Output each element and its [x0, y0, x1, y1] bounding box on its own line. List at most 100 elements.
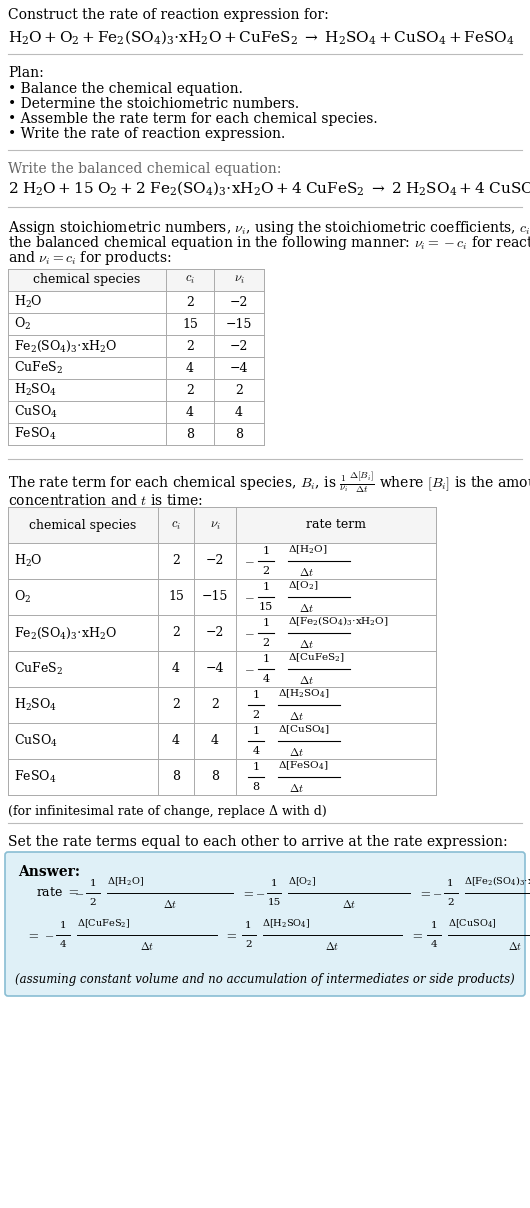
- Text: 2: 2: [172, 698, 180, 712]
- Text: Write the balanced chemical equation:: Write the balanced chemical equation:: [8, 162, 281, 176]
- FancyBboxPatch shape: [5, 852, 525, 997]
- Text: $\mathregular{H_2SO_4}$: $\mathregular{H_2SO_4}$: [14, 697, 57, 713]
- Text: $c_i$: $c_i$: [171, 518, 181, 532]
- Text: $\mathregular{\Delta[O_2]}$: $\mathregular{\Delta[O_2]}$: [288, 580, 318, 592]
- Text: 1: 1: [245, 920, 252, 930]
- Text: $\mathregular{\Delta[CuFeS_2]}$: $\mathregular{\Delta[CuFeS_2]}$: [77, 918, 130, 930]
- Text: Answer:: Answer:: [18, 865, 80, 879]
- Text: $=$: $=$: [241, 887, 254, 900]
- Text: $=$: $=$: [225, 929, 238, 941]
- Text: $\mathregular{\Delta[CuSO_4]}$: $\mathregular{\Delta[CuSO_4]}$: [278, 724, 330, 736]
- Text: 4: 4: [431, 940, 437, 949]
- Text: 4: 4: [186, 406, 194, 418]
- Text: 4: 4: [172, 662, 180, 675]
- Text: −4: −4: [229, 361, 248, 374]
- Text: 2: 2: [186, 339, 194, 353]
- Text: 2: 2: [172, 554, 180, 568]
- Text: $\mathregular{\Delta[H_2SO_4]}$: $\mathregular{\Delta[H_2SO_4]}$: [278, 687, 329, 699]
- Text: $\mathregular{\Delta[O_2]}$: $\mathregular{\Delta[O_2]}$: [288, 876, 316, 888]
- Text: 15: 15: [182, 318, 198, 331]
- Text: $-$: $-$: [244, 662, 255, 675]
- Text: 1: 1: [60, 920, 66, 930]
- Text: 2: 2: [252, 710, 260, 720]
- Text: 4: 4: [186, 361, 194, 374]
- Text: 1: 1: [252, 726, 260, 736]
- Text: $\Delta t$: $\Delta t$: [288, 782, 304, 794]
- Text: $\mathregular{\Delta[H_2O]}$: $\mathregular{\Delta[H_2O]}$: [107, 876, 144, 888]
- Text: $\Delta t$: $\Delta t$: [298, 567, 313, 577]
- Text: • Assemble the rate term for each chemical species.: • Assemble the rate term for each chemic…: [8, 112, 377, 126]
- Text: $\Delta t$: $\Delta t$: [298, 638, 313, 650]
- Text: $-$: $-$: [244, 627, 255, 639]
- Text: (assuming constant volume and no accumulation of intermediates or side products): (assuming constant volume and no accumul…: [15, 972, 515, 986]
- Text: $-$: $-$: [244, 554, 255, 568]
- Text: • Determine the stoichiometric numbers.: • Determine the stoichiometric numbers.: [8, 97, 299, 111]
- Text: chemical species: chemical species: [33, 273, 140, 286]
- Text: $-$: $-$: [255, 887, 265, 900]
- Text: $-$: $-$: [74, 887, 84, 900]
- Text: −2: −2: [230, 296, 248, 308]
- Text: 1: 1: [262, 618, 270, 628]
- Text: $\mathregular{\Delta[CuFeS_2]}$: $\mathregular{\Delta[CuFeS_2]}$: [288, 651, 345, 664]
- Text: $-$: $-$: [244, 591, 255, 604]
- Text: Assign stoichiometric numbers, $\nu_i$, using the stoichiometric coefficients, $: Assign stoichiometric numbers, $\nu_i$, …: [8, 219, 530, 237]
- Text: $\Delta t$: $\Delta t$: [288, 710, 304, 722]
- Text: $-$: $-$: [44, 929, 54, 941]
- Text: 4: 4: [60, 940, 66, 949]
- Text: $\Delta t$: $\Delta t$: [325, 940, 339, 952]
- Text: Construct the rate of reaction expression for:: Construct the rate of reaction expressio…: [8, 8, 329, 22]
- Text: The rate term for each chemical species, $B_i$, is $\frac{1}{\nu_i}\frac{\Delta[: The rate term for each chemical species,…: [8, 471, 530, 495]
- Text: 1: 1: [271, 879, 277, 888]
- Text: $\mathregular{CuSO_4}$: $\mathregular{CuSO_4}$: [14, 403, 58, 420]
- Text: $\mathregular{\Delta[FeSO_4]}$: $\mathregular{\Delta[FeSO_4]}$: [278, 760, 329, 772]
- Text: $=$: $=$: [410, 929, 423, 941]
- Text: $\mathregular{\Delta[CuSO_4]}$: $\mathregular{\Delta[CuSO_4]}$: [448, 918, 497, 930]
- Text: 4: 4: [172, 734, 180, 748]
- Text: the balanced chemical equation in the following manner: $\nu_i = -c_i$ for react: the balanced chemical equation in the fo…: [8, 234, 530, 252]
- Text: $\mathregular{H_2O}$: $\mathregular{H_2O}$: [14, 553, 42, 569]
- Text: rate term: rate term: [306, 518, 366, 532]
- Bar: [8, 269, 264, 445]
- Text: Set the rate terms equal to each other to arrive at the rate expression:: Set the rate terms equal to each other t…: [8, 835, 508, 849]
- Text: 2: 2: [262, 638, 270, 647]
- Text: $c_i$: $c_i$: [185, 273, 195, 286]
- Text: rate $=$: rate $=$: [36, 887, 79, 900]
- Text: $\nu_i$: $\nu_i$: [234, 273, 244, 286]
- Text: 1: 1: [262, 546, 270, 556]
- Text: −4: −4: [206, 662, 224, 675]
- Text: 4: 4: [211, 734, 219, 748]
- Text: $\mathregular{FeSO_4}$: $\mathregular{FeSO_4}$: [14, 426, 56, 442]
- Text: 1: 1: [431, 920, 437, 930]
- Text: $\Delta t$: $\Delta t$: [342, 898, 356, 910]
- Text: −15: −15: [202, 591, 228, 604]
- Text: $\Delta t$: $\Delta t$: [288, 747, 304, 757]
- Text: 2: 2: [90, 898, 96, 907]
- Text: and $\nu_i = c_i$ for products:: and $\nu_i = c_i$ for products:: [8, 249, 172, 267]
- Text: $\Delta t$: $\Delta t$: [140, 940, 154, 952]
- Text: 8: 8: [211, 771, 219, 784]
- Text: −2: −2: [206, 627, 224, 639]
- Text: 2: 2: [172, 627, 180, 639]
- Text: 2: 2: [447, 898, 454, 907]
- Text: 2: 2: [262, 567, 270, 576]
- Bar: [8, 269, 264, 291]
- Text: • Balance the chemical equation.: • Balance the chemical equation.: [8, 82, 243, 95]
- Text: $\mathregular{Fe_2(SO_4)_3{\cdot}xH_2O}$: $\mathregular{Fe_2(SO_4)_3{\cdot}xH_2O}$: [14, 626, 117, 640]
- Text: 1: 1: [252, 690, 260, 699]
- Text: $\mathregular{Fe_2(SO_4)_3{\cdot}xH_2O}$: $\mathregular{Fe_2(SO_4)_3{\cdot}xH_2O}$: [14, 338, 117, 354]
- Bar: [8, 507, 436, 544]
- Text: −2: −2: [206, 554, 224, 568]
- Text: $\mathregular{O_2}$: $\mathregular{O_2}$: [14, 316, 31, 332]
- Text: Plan:: Plan:: [8, 66, 44, 80]
- Text: (for infinitesimal rate of change, replace Δ with d): (for infinitesimal rate of change, repla…: [8, 805, 327, 818]
- Text: $\mathregular{CuFeS_2}$: $\mathregular{CuFeS_2}$: [14, 661, 63, 676]
- Text: $\mathregular{H_2SO_4}$: $\mathregular{H_2SO_4}$: [14, 382, 57, 399]
- Text: $\mathregular{H_2O + O_2 + Fe_2(SO_4)_3{\cdot}xH_2O + CuFeS_2}$$\mathregular{\ \: $\mathregular{H_2O + O_2 + Fe_2(SO_4)_3{…: [8, 28, 515, 46]
- Text: $\mathregular{\Delta[Fe_2(SO_4)_3{\cdot}xH_2O]}$: $\mathregular{\Delta[Fe_2(SO_4)_3{\cdot}…: [464, 875, 530, 888]
- Text: $\Delta t$: $\Delta t$: [163, 898, 177, 910]
- Text: 4: 4: [252, 747, 260, 756]
- Text: $\mathregular{2\ H_2O + 15\ O_2 + 2\ Fe_2(SO_4)_3{\cdot}xH_2O + 4\ CuFeS_2}$$\ma: $\mathregular{2\ H_2O + 15\ O_2 + 2\ Fe_…: [8, 179, 530, 197]
- Text: −2: −2: [230, 339, 248, 353]
- Text: 2: 2: [211, 698, 219, 712]
- Text: 2: 2: [245, 940, 252, 949]
